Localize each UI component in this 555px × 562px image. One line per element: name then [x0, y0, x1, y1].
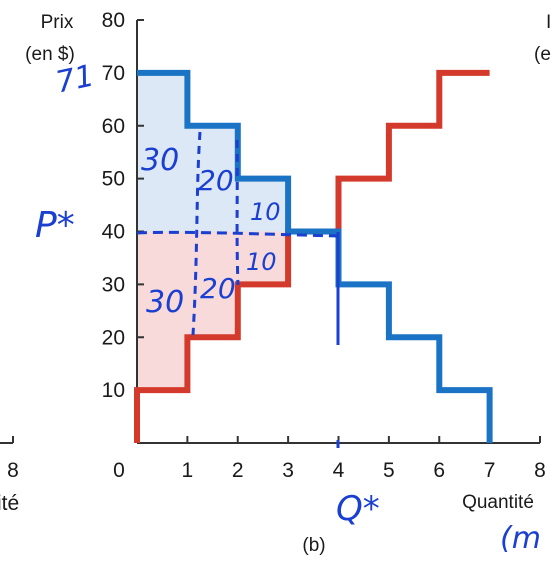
left-panel-tick-label: 8 [7, 459, 19, 482]
ps-value-1: 30 [146, 285, 184, 320]
equilibrium-price-dashed-line [136, 230, 339, 238]
y-tick-label: 10 [102, 379, 125, 402]
y-axis-label-line2: (en $) [25, 44, 75, 65]
left-panel-fragment: 8 ité [0, 436, 19, 515]
producer-surplus-region [137, 231, 289, 391]
handwritten-annotations: 71 P* Q* (m 30 20 10 30 20 10 [35, 58, 541, 556]
panel-label: (b) [302, 535, 325, 556]
ps-value-2: 20 [200, 272, 236, 305]
x-tick-label: 0 [113, 459, 125, 482]
right-panel-top-fragment: I [546, 12, 551, 33]
price-scribble: 71 [53, 58, 98, 100]
y-tick-label: 50 [102, 168, 125, 191]
cs-split-dashed-line-1 [191, 131, 202, 336]
consumer-surplus-region [137, 72, 289, 232]
ps-value-3: 10 [246, 248, 277, 276]
y-axis-label-line1: Prix [41, 12, 74, 33]
y-tick-label: 40 [102, 221, 125, 244]
cs-value-3: 10 [250, 198, 281, 226]
cs-value-2: 20 [198, 164, 234, 197]
y-tick-label: 60 [102, 115, 125, 138]
x-tick-label: 2 [232, 459, 244, 482]
x-axis-label: Quantité [462, 492, 534, 513]
q-star-annotation: Q* [336, 489, 380, 529]
units-fragment-annotation: (m [500, 521, 541, 556]
x-tick-label: 3 [282, 459, 294, 482]
y-tick-label: 70 [102, 62, 125, 85]
y-tick-label: 20 [102, 326, 125, 349]
cs-split-dashed-line-2 [235, 139, 240, 286]
x-tick-label: 7 [484, 459, 496, 482]
right-panel-label-fragment: (e [534, 44, 551, 65]
p-star-annotation: P* [35, 205, 75, 246]
x-tick-label: 8 [534, 459, 546, 482]
y-tick-label: 30 [102, 273, 125, 296]
x-tick-label: 6 [433, 459, 445, 482]
left-panel-xlabel-fragment: ité [0, 492, 19, 515]
demand-step-line [137, 69, 493, 443]
x-tick-label: 1 [182, 459, 194, 482]
x-tick-label: 5 [383, 459, 395, 482]
y-tick-label: 80 [102, 9, 125, 32]
x-tick-label: 4 [333, 459, 345, 482]
cs-value-1: 30 [141, 143, 179, 178]
